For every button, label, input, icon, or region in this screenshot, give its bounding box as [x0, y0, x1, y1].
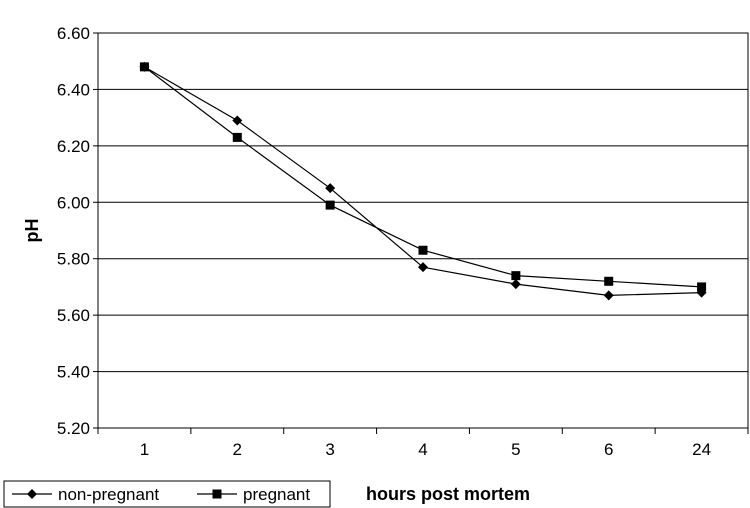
data-point-non-pregnant: [325, 183, 336, 194]
x-tick-label: 24: [692, 440, 711, 459]
y-axis-ticks: 5.20 5.40 5.60 5.80 6.00 6.20 6.40 6.60: [57, 24, 98, 438]
data-point-non-pregnant: [603, 290, 614, 301]
x-tick-label: 1: [140, 440, 149, 459]
legend: non-pregnant pregnant: [3, 480, 331, 508]
data-point-pregnant: [139, 62, 149, 72]
plot-area-frame: [97, 32, 749, 429]
legend-marker-diamond: [27, 489, 37, 499]
y-axis-title: pH: [22, 219, 42, 243]
x-tick-label: 6: [604, 440, 613, 459]
x-axis-title: hours post mortem: [366, 484, 530, 504]
grid: [98, 32, 748, 429]
legend-box: [3, 480, 331, 508]
x-tick-label: 5: [511, 440, 520, 459]
data-point-pregnant: [604, 276, 614, 286]
x-tick-label: 2: [233, 440, 242, 459]
legend-label-non-pregnant: non-pregnant: [58, 485, 159, 504]
y-tick-label: 5.40: [57, 363, 90, 382]
y-tick-label: 5.60: [57, 306, 90, 325]
data-point-pregnant: [325, 200, 335, 210]
data-point-pregnant: [697, 282, 707, 292]
data-point-non-pregnant: [418, 262, 428, 273]
data-point-non-pregnant: [232, 115, 243, 126]
legend-item-non-pregnant: non-pregnant: [12, 485, 159, 504]
y-tick-label: 5.80: [57, 250, 90, 269]
data-point-non-pregnant: [510, 279, 521, 290]
y-tick-label: 6.40: [57, 80, 90, 99]
x-tick-label: 3: [325, 440, 334, 459]
y-tick-label: 6.60: [57, 24, 90, 43]
data-point-pregnant: [511, 271, 521, 281]
x-axis-ticks: 1 2 3 4 5 6 24: [97, 428, 749, 459]
legend-label-pregnant: pregnant: [243, 485, 310, 504]
series-group: [139, 61, 707, 301]
y-tick-label: 6.00: [57, 193, 90, 212]
y-tick-label: 5.20: [57, 419, 90, 438]
legend-marker-square: [212, 489, 222, 499]
data-point-pregnant: [232, 132, 242, 142]
y-tick-label: 6.20: [57, 137, 90, 156]
data-point-pregnant: [418, 245, 428, 255]
legend-item-pregnant: pregnant: [197, 485, 310, 504]
x-tick-label: 4: [418, 440, 427, 459]
